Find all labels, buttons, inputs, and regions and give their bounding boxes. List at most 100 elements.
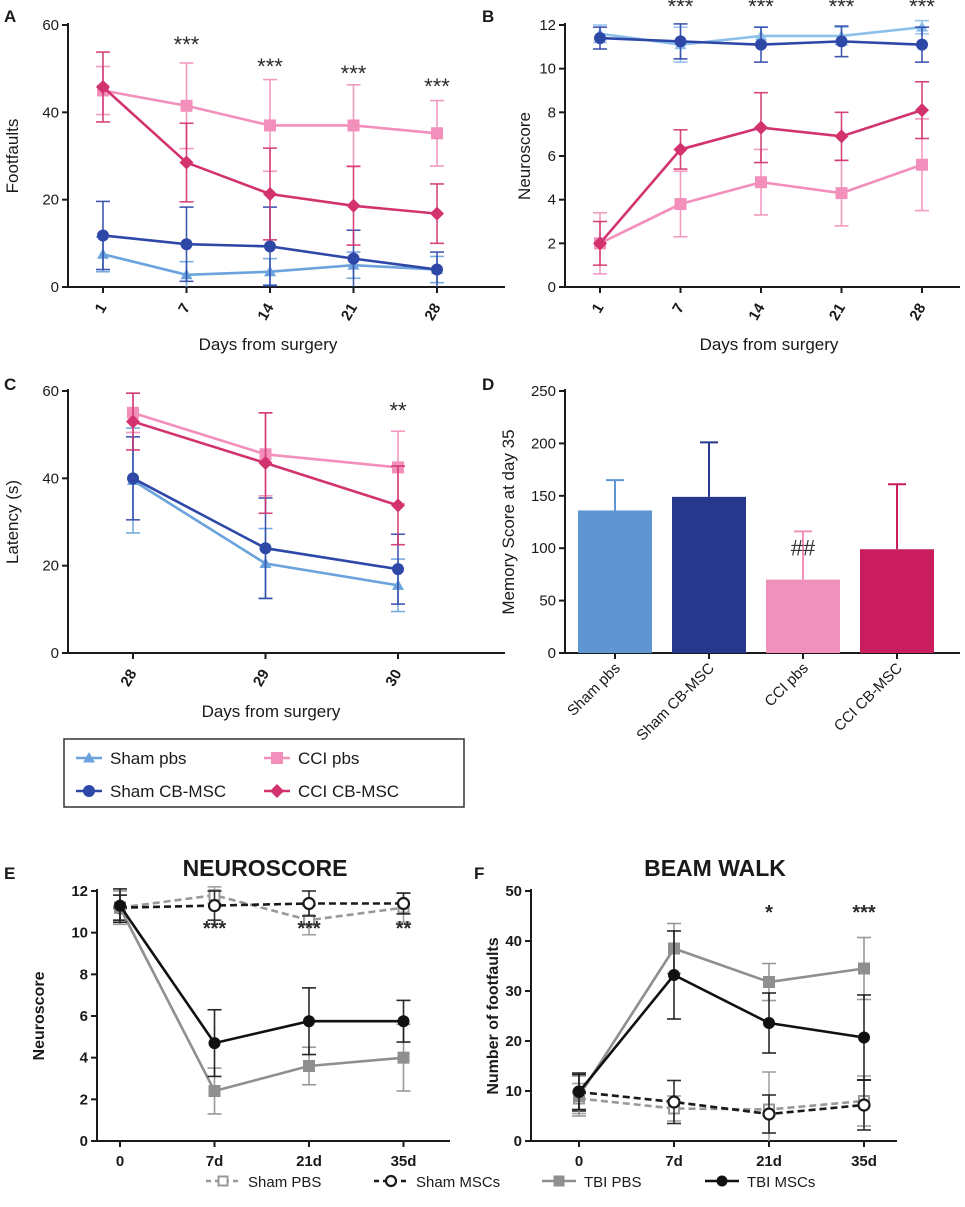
series-sham-cb-msc (96, 200, 444, 287)
data-point (258, 456, 273, 471)
data-point (916, 158, 928, 171)
data-point (346, 198, 361, 213)
series-sham-mscs (113, 890, 411, 921)
plot-area (593, 19, 929, 275)
panel-label: F (474, 864, 484, 883)
data-point (264, 240, 276, 253)
data-point (126, 414, 140, 429)
series-sham-pbs (572, 1071, 871, 1141)
chart-title: NEUROSCORE (183, 855, 348, 881)
series-line (118, 904, 404, 1045)
data-point (127, 472, 139, 485)
data-point (763, 976, 775, 988)
significance-annotation: *** (829, 0, 855, 19)
data-point (97, 229, 109, 242)
data-point (208, 1037, 221, 1050)
data-point (593, 236, 607, 251)
x-tick-label: 1 (92, 301, 111, 317)
y-tick-label: 6 (80, 1008, 88, 1025)
y-tick-label: 20 (42, 558, 59, 575)
series-sham-cb-msc (126, 436, 405, 605)
significance-annotation: *** (341, 61, 367, 86)
bar (860, 549, 934, 653)
series-sham-pbs (113, 886, 411, 936)
legend-label: Sham PBS (248, 1174, 321, 1191)
y-tick-label: 200 (531, 435, 556, 452)
y-tick-label: 8 (80, 966, 88, 983)
series-tbi-pbs (572, 922, 871, 1117)
legend-bottom: Sham PBS Sham MSCs TBI PBS TBI MSCs (206, 1174, 815, 1191)
x-axis-label: Days from surgery (700, 335, 839, 354)
series-tbi-pbs (113, 890, 411, 1115)
x-tick-label: 7d (665, 1153, 683, 1170)
data-point (207, 898, 222, 913)
data-point (302, 896, 316, 911)
significance-annotation: *** (257, 54, 283, 79)
x-tick-label: 21d (296, 1153, 322, 1170)
y-tick-label: 2 (80, 1091, 88, 1108)
significance-annotation: *** (424, 74, 450, 99)
significance-annotation: ** (396, 918, 412, 940)
legend-marker (553, 1175, 565, 1187)
legend-marker (83, 785, 95, 797)
significance-annotation: *** (297, 918, 321, 940)
y-axis-label: Memory Score at day 35 (499, 429, 518, 614)
data-point (303, 1015, 315, 1028)
y-axis-label: Footfaults (3, 119, 22, 194)
data-point (858, 1031, 870, 1044)
legend-marker (716, 1175, 728, 1187)
legend-marker (83, 752, 95, 763)
legend-marker (384, 1174, 398, 1188)
data-point (762, 1107, 776, 1121)
legend-marker (271, 752, 283, 764)
significance-annotation: *** (909, 0, 935, 19)
y-tick-label: 30 (505, 983, 522, 1000)
data-point (834, 129, 849, 144)
panel-c: C 0 20 40 60 Latency (s) 28 29 30 Days from surge… (3, 375, 505, 721)
x-axis-label: Days from surgery (199, 335, 338, 354)
series-line (119, 893, 404, 922)
data-point (754, 120, 768, 135)
x-tick-label: 35d (851, 1153, 877, 1170)
series-line (118, 907, 404, 1093)
x-tick-label: CCI CB-MSC (831, 660, 906, 735)
panel-label: A (4, 7, 16, 26)
data-point (755, 38, 767, 51)
data-point (180, 99, 193, 112)
panel-label: C (4, 375, 16, 394)
data-point (430, 206, 444, 221)
bar (672, 496, 746, 653)
series-line (119, 902, 404, 909)
data-point (96, 80, 110, 95)
x-tick-label: Sham CB-MSC (633, 660, 718, 745)
y-tick-label: 0 (51, 645, 59, 662)
data-point (916, 38, 928, 51)
significance-annotation: ## (791, 536, 816, 561)
y-tick-label: 10 (539, 61, 556, 78)
data-point (431, 127, 443, 140)
series-cci-cb-msc (96, 51, 444, 246)
data-point (835, 35, 848, 48)
data-point (835, 187, 848, 200)
x-tick-label: 21 (338, 301, 361, 324)
legend-label: Sham pbs (110, 749, 187, 768)
y-axis-label: Neuroscore (31, 971, 48, 1060)
panel-e: E NEUROSCORE 0 2 4 6 8 10 12 Neuroscore 0 7d 21d 35d *… (4, 855, 450, 1170)
y-tick-label: 8 (548, 104, 556, 121)
data-point (347, 252, 360, 265)
y-tick-label: 0 (548, 279, 556, 296)
legend-item: Sham PBS (206, 1174, 321, 1191)
legend-item: CCI CB-MSC (264, 782, 399, 801)
legend-marker (217, 1175, 229, 1187)
x-tick-label: 1 (589, 301, 608, 317)
y-axis-label: Neuroscore (515, 112, 534, 200)
data-point (573, 1086, 585, 1098)
chart-title: BEAM WALK (644, 855, 786, 881)
y-tick-label: 20 (42, 192, 59, 209)
data-point (674, 198, 687, 211)
y-tick-label: 2 (548, 235, 556, 252)
legend-item: TBI PBS (542, 1174, 642, 1191)
legend-label: TBI PBS (584, 1174, 642, 1191)
plot-area (572, 922, 871, 1141)
legend-item: CCI pbs (264, 749, 359, 768)
